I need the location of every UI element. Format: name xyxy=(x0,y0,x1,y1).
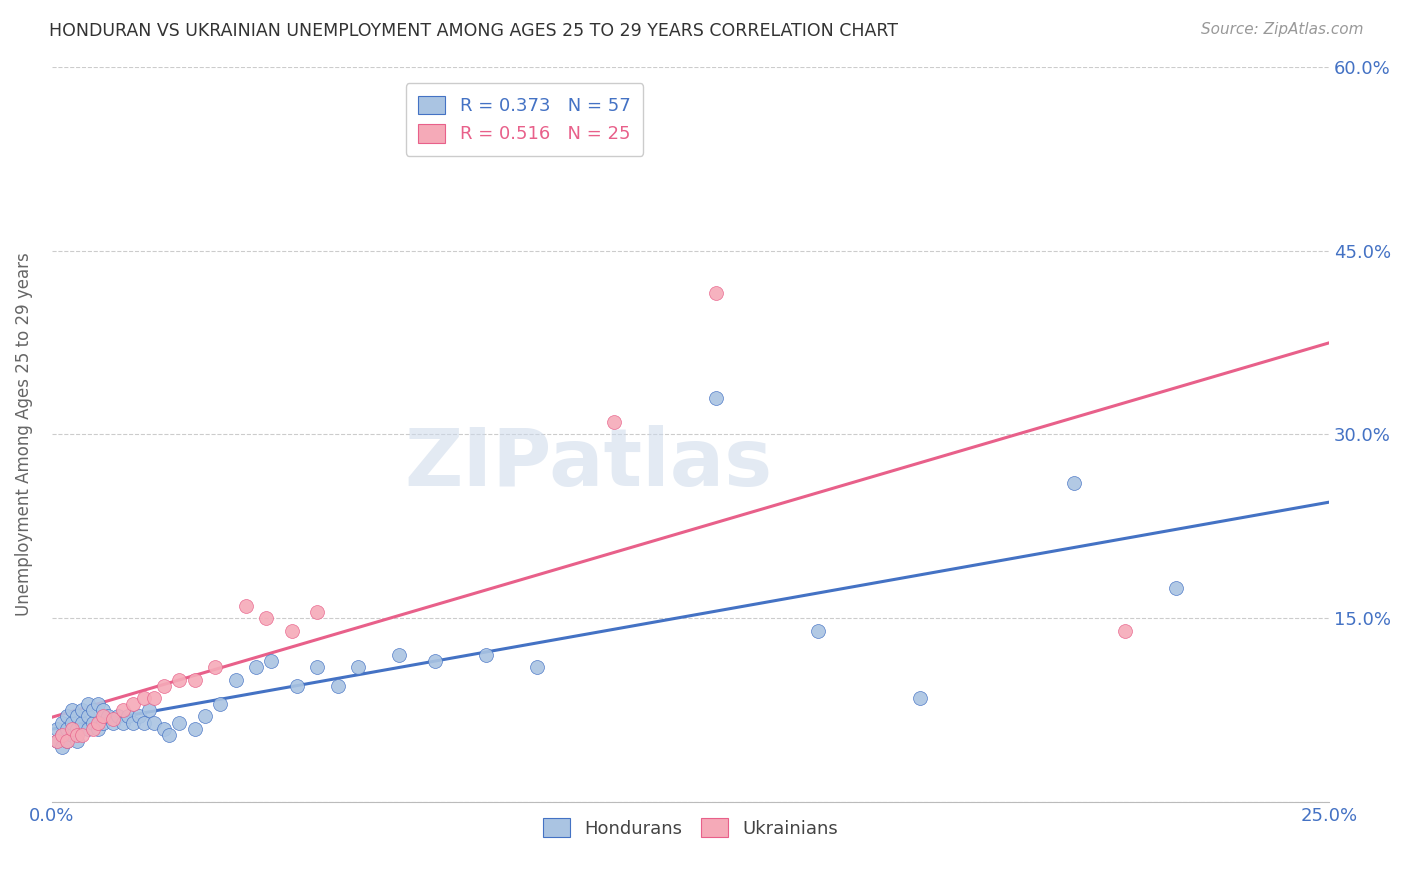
Text: Source: ZipAtlas.com: Source: ZipAtlas.com xyxy=(1201,22,1364,37)
Point xyxy=(138,703,160,717)
Point xyxy=(91,703,114,717)
Point xyxy=(194,709,217,723)
Point xyxy=(1164,581,1187,595)
Point xyxy=(87,697,110,711)
Point xyxy=(307,660,329,674)
Point xyxy=(423,654,446,668)
Point xyxy=(66,734,89,748)
Point xyxy=(281,624,304,638)
Point xyxy=(285,679,308,693)
Point xyxy=(225,673,247,687)
Point xyxy=(254,611,277,625)
Point xyxy=(122,715,145,730)
Point xyxy=(169,715,191,730)
Point xyxy=(56,734,79,748)
Point xyxy=(807,624,830,638)
Point xyxy=(475,648,498,662)
Point xyxy=(347,660,370,674)
Point xyxy=(72,703,94,717)
Point xyxy=(76,709,98,723)
Point xyxy=(132,715,155,730)
Point xyxy=(132,691,155,706)
Legend: Hondurans, Ukrainians: Hondurans, Ukrainians xyxy=(536,811,845,845)
Point xyxy=(66,722,89,736)
Point xyxy=(82,722,104,736)
Point xyxy=(66,728,89,742)
Point xyxy=(153,722,176,736)
Point xyxy=(56,722,79,736)
Point xyxy=(388,648,411,662)
Point xyxy=(91,709,114,723)
Point xyxy=(260,654,283,668)
Point xyxy=(910,691,932,706)
Point xyxy=(82,703,104,717)
Point xyxy=(169,673,191,687)
Point xyxy=(1114,624,1136,638)
Point xyxy=(526,660,548,674)
Point xyxy=(45,722,67,736)
Point xyxy=(60,715,83,730)
Point xyxy=(87,715,110,730)
Point xyxy=(153,679,176,693)
Point xyxy=(204,660,226,674)
Point xyxy=(128,709,150,723)
Point xyxy=(117,709,139,723)
Point xyxy=(112,715,135,730)
Point xyxy=(45,734,67,748)
Point xyxy=(112,703,135,717)
Point xyxy=(245,660,267,674)
Point xyxy=(87,722,110,736)
Point xyxy=(1063,476,1085,491)
Point xyxy=(157,728,180,742)
Point xyxy=(107,709,129,723)
Point xyxy=(56,709,79,723)
Point xyxy=(307,605,329,619)
Point xyxy=(235,599,257,613)
Point xyxy=(101,715,124,730)
Point xyxy=(97,709,120,723)
Point xyxy=(184,722,207,736)
Point xyxy=(76,722,98,736)
Text: ZIPatlas: ZIPatlas xyxy=(404,425,772,503)
Point xyxy=(82,715,104,730)
Point xyxy=(72,715,94,730)
Point xyxy=(76,697,98,711)
Point xyxy=(326,679,349,693)
Point xyxy=(60,728,83,742)
Point xyxy=(72,728,94,742)
Point xyxy=(142,691,165,706)
Point xyxy=(209,697,232,711)
Point xyxy=(51,740,73,755)
Point xyxy=(91,715,114,730)
Point xyxy=(704,286,727,301)
Point xyxy=(51,715,73,730)
Point xyxy=(142,715,165,730)
Point xyxy=(704,391,727,405)
Point xyxy=(60,722,83,736)
Point xyxy=(101,712,124,726)
Text: HONDURAN VS UKRAINIAN UNEMPLOYMENT AMONG AGES 25 TO 29 YEARS CORRELATION CHART: HONDURAN VS UKRAINIAN UNEMPLOYMENT AMONG… xyxy=(49,22,898,40)
Point xyxy=(60,703,83,717)
Y-axis label: Unemployment Among Ages 25 to 29 years: Unemployment Among Ages 25 to 29 years xyxy=(15,252,32,616)
Point xyxy=(56,734,79,748)
Point xyxy=(66,709,89,723)
Point xyxy=(184,673,207,687)
Point xyxy=(603,415,626,429)
Point xyxy=(51,728,73,742)
Point xyxy=(51,728,73,742)
Point xyxy=(122,697,145,711)
Point xyxy=(45,734,67,748)
